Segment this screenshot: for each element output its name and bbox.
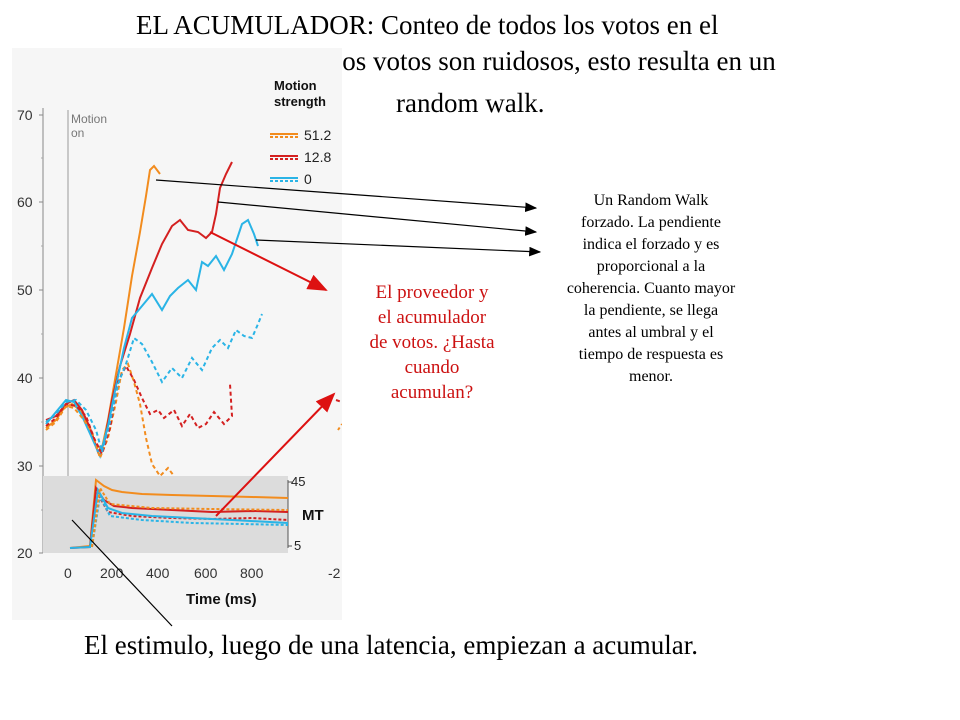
x-tick-600: 600 (194, 565, 218, 581)
figure-svg: Motion on 70 60 50 40 30 20 45 5 MT Moti… (17, 78, 343, 608)
legend-label-128: 12.8 (304, 149, 331, 165)
y-tick-70: 70 (17, 107, 33, 123)
x-tick-minus2: -2 (328, 565, 341, 581)
trace-cyan-null (45, 313, 263, 456)
mt-inset-bottom: 5 (294, 538, 301, 553)
title-line-1: EL ACUMULADOR: Conteo de todos los votos… (136, 10, 719, 40)
trace-red-right-fragment (335, 399, 343, 403)
mt-inset-top: 45 (291, 474, 305, 489)
legend-label-0: 0 (304, 171, 312, 187)
black-annotation-line-4: proporcional a la (596, 258, 706, 275)
black-annotation: Un Random Walk forzado. La pendiente ind… (544, 190, 758, 388)
black-annotation-line-9: menor. (629, 368, 673, 385)
red-annotation-line-5: acumulan? (390, 382, 474, 403)
mt-inset-background (43, 476, 288, 553)
y-ticks (39, 114, 43, 554)
y-tick-60: 60 (17, 194, 33, 210)
trace-orange-null (45, 362, 175, 478)
y-tick-40: 40 (17, 370, 33, 386)
legend-title-2: strength (274, 94, 326, 109)
black-annotation-line-2: forzado. La pendiente (581, 214, 721, 231)
legend-title-1: Motion (274, 78, 317, 93)
motion-on-label-2: on (71, 126, 84, 140)
trace-red-null (45, 363, 234, 457)
y-tick-20: 20 (17, 545, 33, 561)
red-annotation-line-3: de votos. ¿Hasta (369, 332, 495, 353)
black-annotation-line-8: tiempo de respuesta es (578, 346, 724, 363)
x-tick-800: 800 (240, 565, 264, 581)
neural-figure: Motion on 70 60 50 40 30 20 45 5 MT Moti… (12, 48, 343, 620)
legend-label-51: 51.2 (304, 127, 331, 143)
title-line-3: random walk. (396, 88, 545, 118)
bottom-caption: El estimulo, luego de una latencia, empi… (84, 630, 699, 660)
y-tick-50: 50 (17, 282, 33, 298)
red-annotation-line-2: el acumulador (377, 307, 487, 328)
mt-inset-label: MT (302, 507, 324, 524)
x-tick-200: 200 (100, 565, 124, 581)
x-tick-400: 400 (146, 565, 170, 581)
black-annotation-line-6: la pendiente, se llega (583, 302, 719, 319)
trace-orange-right-fragment (337, 423, 343, 431)
title-line-2: ...os votos son ruidosos, esto resulta e… (322, 46, 776, 76)
motion-on-label-1: Motion (71, 112, 107, 126)
black-annotation-line-5: coherencia. Cuanto mayor (566, 280, 736, 297)
red-annotation: El proveedor y el acumulador de votos. ¿… (352, 280, 512, 405)
red-annotation-line-4: cuando (404, 357, 460, 378)
black-annotation-line-3: indica el forzado y es (582, 236, 720, 253)
red-annotation-line-1: El proveedor y (375, 282, 489, 303)
black-annotation-line-1: Un Random Walk (593, 192, 709, 209)
y-tick-30: 30 (17, 458, 33, 474)
black-annotation-line-7: antes al umbral y el (588, 324, 714, 341)
trace-red-pref (45, 161, 233, 455)
x-axis-label: Time (ms) (186, 591, 257, 608)
x-tick-0: 0 (64, 565, 72, 581)
